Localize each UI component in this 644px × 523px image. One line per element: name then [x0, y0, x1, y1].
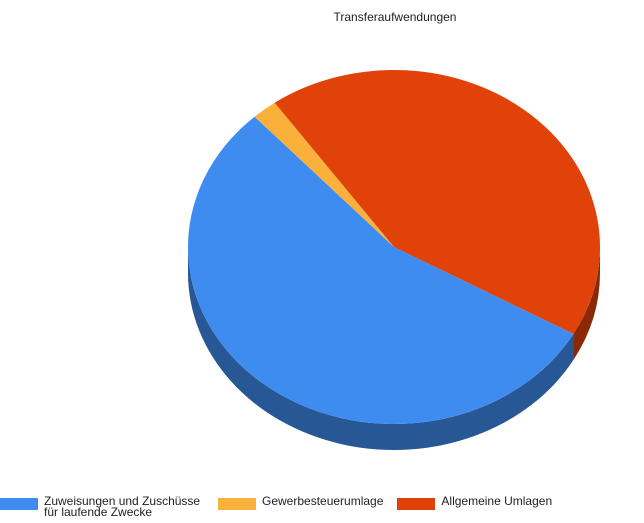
chart: Transferaufwendungen — [187, 10, 601, 450]
legend-item: Allgemeine Umlagen — [397, 494, 553, 510]
legend-swatch — [397, 498, 436, 510]
legend-item: Gewerbesteuerumlage — [218, 494, 384, 510]
legend-swatch — [0, 498, 38, 510]
chart-title: Transferaufwendungen — [334, 10, 457, 24]
legend-label: Gewerbesteuerumlage — [262, 494, 384, 508]
pie-side — [188, 247, 574, 450]
legend-label: Zuweisungen und Zuschüsse für laufende Z… — [44, 494, 201, 519]
pie-side — [573, 247, 600, 360]
legend: Zuweisungen und Zuschüsse für laufende Z… — [0, 494, 644, 519]
pie-slice — [187, 116, 574, 425]
legend-item: Zuweisungen und Zuschüsse für laufende Z… — [0, 494, 204, 519]
legend-label: Allgemeine Umlagen — [441, 494, 553, 508]
pie-slice — [254, 102, 394, 247]
legend-swatch — [218, 498, 256, 510]
pie-slice — [274, 70, 601, 334]
